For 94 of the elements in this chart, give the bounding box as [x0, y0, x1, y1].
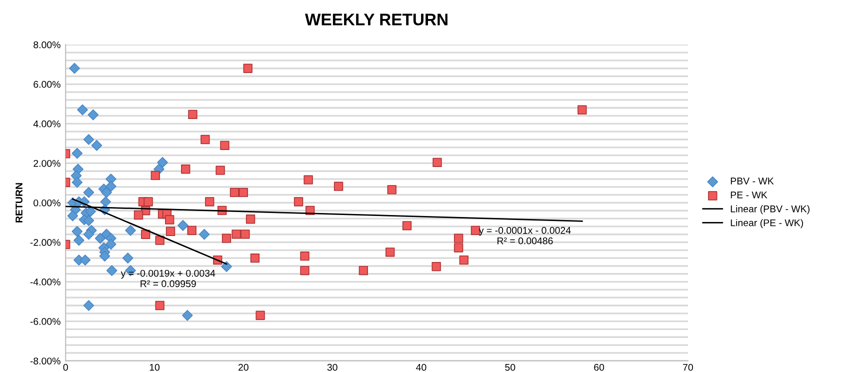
x-tick-label: 40 — [416, 364, 426, 371]
point — [94, 232, 106, 244]
y-tick-label: 8.00% — [34, 41, 60, 48]
point — [256, 310, 265, 320]
point — [250, 253, 260, 263]
point — [150, 170, 160, 180]
point — [83, 134, 94, 145]
point — [198, 228, 210, 240]
point — [141, 230, 150, 239]
point — [88, 109, 99, 120]
point — [91, 140, 102, 151]
point — [122, 252, 134, 264]
x-tick-label: 20 — [238, 364, 248, 371]
chart-title: WEEKLY RETURN — [305, 14, 448, 26]
point — [155, 236, 164, 245]
legend-label: Linear (PBV - WK) — [730, 205, 810, 214]
y-tick-label: -4.00% — [30, 278, 60, 286]
legend-label: Linear (PE - WK) — [730, 219, 803, 228]
point — [99, 250, 110, 262]
point — [238, 188, 248, 198]
annotation: y = -0.0019x + 0.0034 R² = 0.09959 — [120, 270, 216, 288]
point — [157, 156, 168, 168]
y-tick-label: -8.00% — [30, 358, 60, 364]
point — [106, 180, 116, 192]
y-tick-label: 2.00% — [34, 160, 60, 167]
point — [200, 134, 210, 144]
point — [387, 185, 396, 194]
point — [304, 175, 313, 184]
x-tick-label: 0 — [63, 364, 68, 371]
x-tick-label: 30 — [327, 364, 338, 371]
point — [386, 248, 395, 257]
point — [187, 226, 196, 235]
point — [459, 255, 468, 265]
point — [83, 300, 94, 311]
point — [300, 252, 310, 261]
point — [181, 164, 190, 174]
point — [334, 182, 344, 191]
y-axis-title: RETURN — [16, 183, 22, 222]
point — [80, 254, 91, 266]
x-tick-label: 60 — [594, 364, 604, 371]
y-tick-label: -6.00% — [30, 318, 60, 325]
point — [221, 261, 232, 272]
point — [77, 104, 88, 116]
x-tick-label: 50 — [505, 364, 516, 371]
point — [432, 158, 442, 168]
point — [106, 174, 116, 184]
point — [300, 266, 310, 276]
point — [230, 188, 240, 198]
point — [100, 196, 112, 208]
y-tick-label: -2.00% — [30, 239, 60, 246]
point — [83, 187, 94, 198]
y-tick-label: 4.00% — [33, 120, 60, 128]
point — [182, 310, 193, 321]
point — [165, 215, 174, 224]
point — [243, 64, 252, 73]
point — [402, 221, 412, 230]
point — [72, 148, 83, 159]
point — [188, 110, 198, 119]
point — [205, 197, 214, 206]
point — [72, 226, 83, 237]
point — [454, 234, 464, 243]
y-tick-label: 0.00% — [34, 199, 60, 206]
x-tick-label: 70 — [683, 364, 693, 371]
point — [85, 206, 96, 217]
point — [246, 214, 256, 224]
point — [106, 238, 116, 250]
point — [155, 300, 164, 310]
point — [578, 105, 587, 114]
legend-label: PBV - WK — [730, 178, 774, 184]
point — [83, 215, 94, 226]
point — [74, 234, 84, 246]
point — [222, 234, 232, 243]
point — [454, 243, 464, 252]
legend-label: PE - WK — [730, 192, 768, 198]
point — [67, 210, 78, 222]
point — [240, 230, 250, 239]
point — [134, 210, 144, 220]
point — [358, 266, 368, 276]
point — [220, 140, 230, 150]
point — [294, 197, 304, 206]
point — [144, 197, 153, 206]
point — [166, 226, 176, 236]
point — [83, 228, 94, 240]
point — [232, 230, 241, 239]
point — [101, 187, 112, 198]
point — [69, 62, 80, 74]
y-tick-label: 6.00% — [34, 80, 60, 88]
point — [216, 166, 225, 175]
point — [72, 176, 83, 188]
point — [125, 224, 136, 236]
point — [178, 220, 188, 231]
point — [106, 265, 118, 276]
x-tick-label: 10 — [150, 364, 160, 371]
point — [432, 262, 441, 272]
